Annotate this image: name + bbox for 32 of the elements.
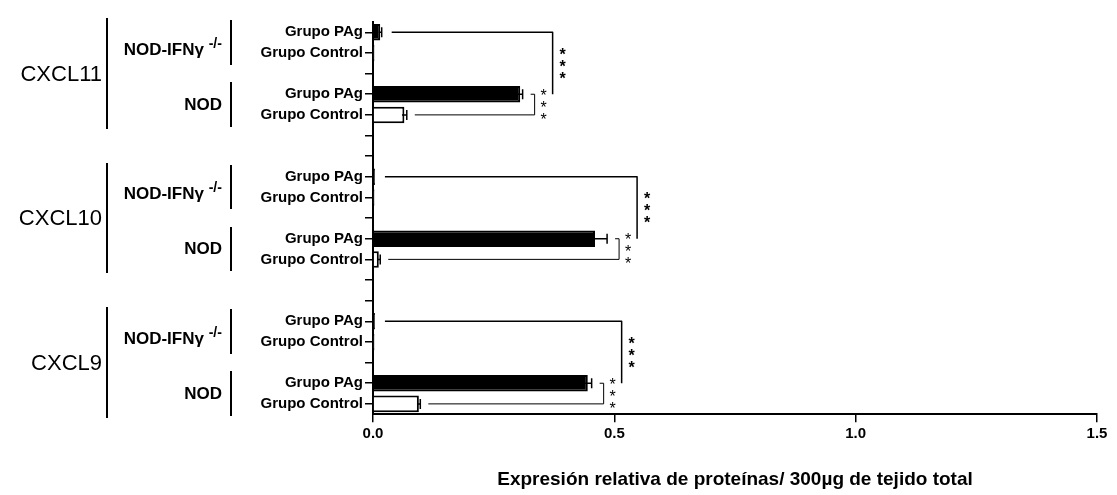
annotation: *** xyxy=(540,86,547,128)
annotation: *** xyxy=(624,231,632,273)
y-tick-label: Grupo PAg xyxy=(284,166,363,184)
x-tick-label: 1.5 xyxy=(1086,424,1108,442)
x-axis-title: Expresión relativa de proteínas/ 300µg de tejido total xyxy=(497,467,973,489)
y-tick-label: Grupo PAg xyxy=(284,22,363,40)
y-tick-label: Grupo PAg xyxy=(284,228,363,246)
y-tick-label: Grupo PAg xyxy=(284,311,363,329)
text: CXCL9 xyxy=(31,349,102,375)
y-tick-label: Grupo Control xyxy=(260,249,363,267)
y-tick-label: Grupo Control xyxy=(260,105,363,123)
x-tick-label: 1.0 xyxy=(845,424,867,442)
y-tick-label: Grupo PAg xyxy=(284,373,363,391)
x-tick-label: 0.5 xyxy=(603,424,625,442)
text: NOD-IFNγ $^{-/-}$ xyxy=(123,33,222,61)
text: NOD-IFNγ $^{-/-}$ xyxy=(123,178,222,205)
text: NOD xyxy=(184,238,222,261)
annotation: *** xyxy=(628,334,636,376)
text: NOD xyxy=(184,93,222,116)
y-tick-label: Grupo Control xyxy=(260,187,363,205)
text: CXCL10 xyxy=(18,205,102,231)
text: NOD-IFNγ $^{-/-}$ xyxy=(123,322,222,350)
x-tick-label: 0.0 xyxy=(362,424,384,442)
text: NOD xyxy=(184,382,222,405)
annotation: *** xyxy=(559,45,567,87)
y-tick-label: Grupo Control xyxy=(260,394,363,412)
annotation: *** xyxy=(643,190,651,232)
y-tick-label: Grupo Control xyxy=(260,43,363,61)
text: CXCL11 xyxy=(20,60,102,86)
annotation: *** xyxy=(609,375,616,417)
y-tick-label: Grupo PAg xyxy=(284,84,363,102)
y-tick-label: Grupo Control xyxy=(260,332,363,350)
